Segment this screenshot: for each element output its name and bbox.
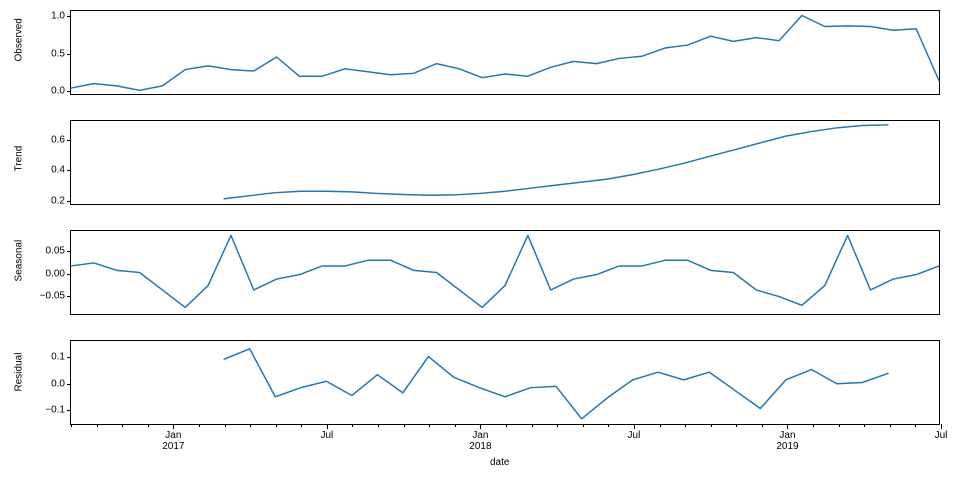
seasonal-line bbox=[71, 231, 939, 314]
ytick-label: 0.0 bbox=[51, 378, 65, 389]
xtick-minor-mark bbox=[583, 424, 584, 427]
ytick-label: 0.5 bbox=[51, 48, 65, 59]
xtick-mark bbox=[480, 424, 481, 429]
xtick-label: Jan2018 bbox=[469, 430, 491, 452]
ytick-label: 0.0 bbox=[51, 86, 65, 97]
xtick-minor-mark bbox=[352, 424, 353, 427]
residual-panel: −0.10.00.1Jan2017JulJan2018JulJan2019Jul bbox=[70, 340, 940, 425]
xtick-minor-mark bbox=[864, 424, 865, 427]
xtick-minor-mark bbox=[736, 424, 737, 427]
xtick-label: Jul bbox=[935, 430, 948, 441]
ytick-label: 0.6 bbox=[51, 134, 65, 145]
ytick-label: 0.1 bbox=[51, 351, 65, 362]
decomposition-figure: 0.00.51.0Observed0.20.40.6Trend−0.050.00… bbox=[0, 0, 957, 501]
xtick-minor-mark bbox=[506, 424, 507, 427]
xtick-label: Jan2017 bbox=[162, 430, 184, 452]
xtick-minor-mark bbox=[711, 424, 712, 427]
ytick-label: 0.00 bbox=[46, 268, 65, 279]
xtick-minor-mark bbox=[97, 424, 98, 427]
xtick-minor-mark bbox=[301, 424, 302, 427]
residual-ylabel: Residual bbox=[14, 369, 25, 391]
xtick-label: Jan2019 bbox=[776, 430, 798, 452]
seasonal-ylabel: Seasonal bbox=[14, 259, 25, 281]
xtick-minor-mark bbox=[915, 424, 916, 427]
xtick-minor-mark bbox=[250, 424, 251, 427]
xtick-minor-mark bbox=[455, 424, 456, 427]
xtick-minor-mark bbox=[813, 424, 814, 427]
xtick-mark bbox=[941, 424, 942, 429]
xtick-minor-mark bbox=[685, 424, 686, 427]
ytick-label: 1.0 bbox=[51, 10, 65, 21]
xtick-minor-mark bbox=[404, 424, 405, 427]
xtick-mark bbox=[634, 424, 635, 429]
xtick-minor-mark bbox=[660, 424, 661, 427]
xtick-minor-mark bbox=[429, 424, 430, 427]
ytick-label: 0.05 bbox=[46, 246, 65, 257]
xtick-minor-mark bbox=[225, 424, 226, 427]
xtick-minor-mark bbox=[122, 424, 123, 427]
xtick-label: Jul bbox=[628, 430, 641, 441]
xtick-mark bbox=[787, 424, 788, 429]
seasonal-panel: −0.050.000.05 bbox=[70, 230, 940, 315]
xtick-minor-mark bbox=[608, 424, 609, 427]
observed-line bbox=[71, 11, 939, 94]
ytick-label: 0.4 bbox=[51, 165, 65, 176]
observed-ylabel: Observed bbox=[14, 39, 25, 61]
xtick-minor-mark bbox=[199, 424, 200, 427]
observed-panel: 0.00.51.0 bbox=[70, 10, 940, 95]
ytick-label: −0.1 bbox=[45, 405, 65, 416]
trend-ylabel: Trend bbox=[14, 149, 25, 171]
xtick-minor-mark bbox=[890, 424, 891, 427]
xtick-minor-mark bbox=[532, 424, 533, 427]
trend-panel: 0.20.40.6 bbox=[70, 120, 940, 205]
xtick-minor-mark bbox=[762, 424, 763, 427]
xtick-minor-mark bbox=[378, 424, 379, 427]
ytick-label: 0.2 bbox=[51, 196, 65, 207]
ytick-label: −0.05 bbox=[40, 290, 65, 301]
xtick-mark bbox=[173, 424, 174, 429]
xtick-minor-mark bbox=[839, 424, 840, 427]
xtick-minor-mark bbox=[276, 424, 277, 427]
xtick-minor-mark bbox=[557, 424, 558, 427]
xtick-label: Jul bbox=[320, 430, 333, 441]
trend-line bbox=[71, 121, 939, 204]
residual-line bbox=[71, 341, 939, 424]
xtick-mark bbox=[327, 424, 328, 429]
xlabel: date bbox=[490, 457, 509, 468]
xtick-minor-mark bbox=[71, 424, 72, 427]
xtick-minor-mark bbox=[148, 424, 149, 427]
